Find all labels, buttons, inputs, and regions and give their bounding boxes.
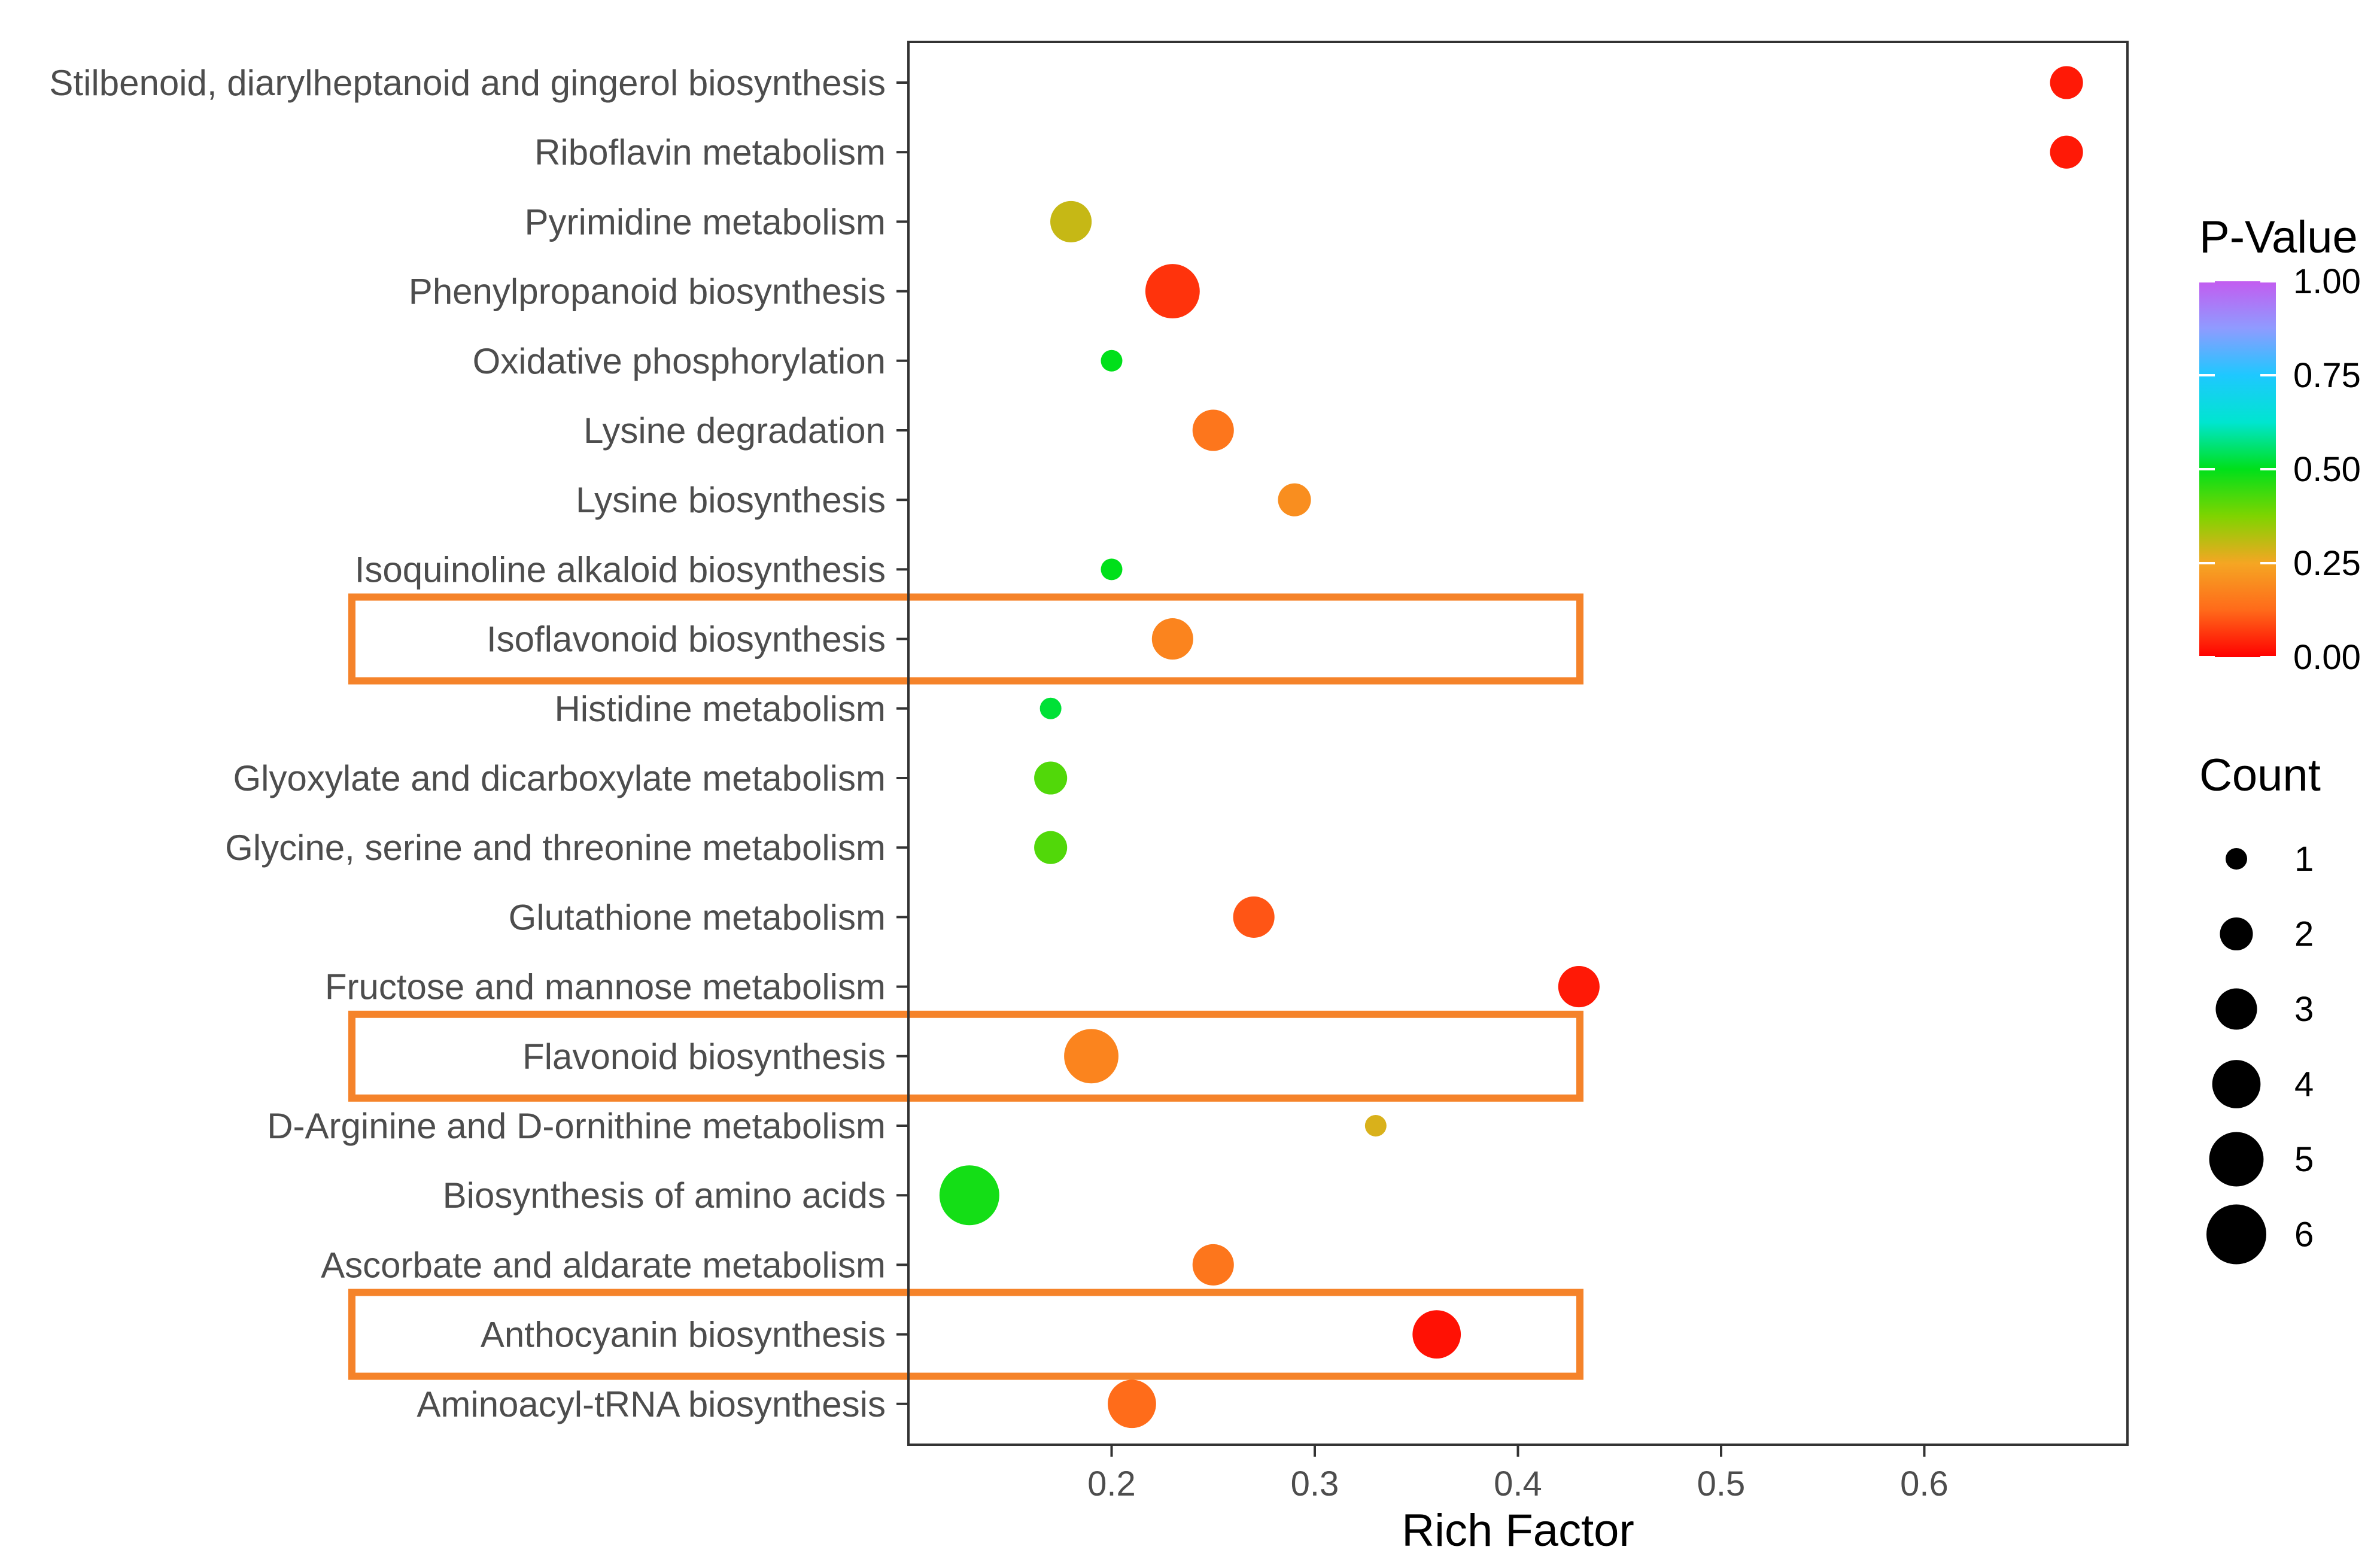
color-legend-title: P-Value — [2199, 212, 2358, 263]
y-category-label: Glycine, serine and threonine metabolism — [225, 828, 886, 868]
y-category-label: Oxidative phosphorylation — [473, 341, 886, 381]
data-point — [1108, 1379, 1156, 1429]
size-legend-dot — [2220, 917, 2253, 951]
y-category-label: Glyoxylate and dicarboxylate metabolism — [233, 758, 886, 798]
y-category-label: Pyrimidine metabolism — [524, 202, 886, 242]
data-point — [1145, 264, 1200, 319]
size-legend-dot — [2206, 1204, 2266, 1265]
data-point — [1151, 618, 1193, 660]
y-category-label: Histidine metabolism — [554, 689, 886, 729]
data-point — [1101, 350, 1123, 372]
y-category-label: Ascorbate and aldarate metabolism — [321, 1245, 886, 1285]
size-legend-dot — [2215, 988, 2257, 1030]
y-category-label: Phenylpropanoid biosynthesis — [409, 272, 886, 312]
data-point — [1039, 697, 1062, 719]
y-category-label: Biosynthesis of amino acids — [443, 1175, 886, 1215]
x-tick-label: 0.2 — [1087, 1464, 1136, 1503]
size-legend-label: 3 — [2294, 990, 2314, 1029]
y-category-label: Lysine biosynthesis — [576, 480, 886, 520]
color-legend-label: 0.50 — [2293, 450, 2361, 489]
data-point — [1412, 1310, 1461, 1359]
y-category-label: Fructose and mannose metabolism — [325, 967, 886, 1007]
size-legend-label: 6 — [2294, 1215, 2314, 1254]
color-legend-label: 0.25 — [2293, 544, 2361, 583]
y-category-label: Anthocyanin biosynthesis — [481, 1315, 886, 1355]
y-category-label: Stilbenoid, diarylheptanoid and gingerol… — [49, 63, 886, 103]
size-legend-title: Count — [2199, 750, 2321, 801]
highlight-box — [348, 593, 1583, 685]
color-legend-label: 0.75 — [2293, 356, 2361, 395]
size-legend-label: 2 — [2294, 915, 2314, 954]
y-category-label: Aminoacyl-tRNA biosynthesis — [417, 1384, 886, 1424]
data-point — [2050, 135, 2083, 169]
y-category-label: D-Arginine and D-ornithine metabolism — [267, 1106, 886, 1146]
data-point — [1364, 1115, 1387, 1136]
y-category-label: Lysine degradation — [583, 411, 886, 451]
x-tick-label: 0.3 — [1291, 1464, 1339, 1503]
y-category-label: Isoquinoline alkaloid biosynthesis — [355, 549, 886, 589]
size-legend-label: 1 — [2294, 840, 2314, 879]
size-legend-dot — [2209, 1132, 2264, 1187]
data-point — [1064, 1029, 1118, 1084]
y-category-label: Glutathione metabolism — [509, 897, 886, 937]
data-point — [1233, 896, 1275, 938]
data-point — [1192, 409, 1234, 451]
data-point — [1034, 831, 1068, 864]
data-point — [1558, 966, 1600, 1008]
data-point — [1101, 558, 1123, 581]
highlight-box — [348, 1010, 1583, 1102]
size-legend-label: 4 — [2294, 1065, 2314, 1104]
size-legend-label: 5 — [2294, 1140, 2314, 1179]
data-point — [939, 1165, 999, 1226]
y-category-label: Riboflavin metabolism — [534, 132, 886, 172]
data-point — [1050, 200, 1092, 242]
data-point — [1034, 761, 1068, 795]
size-legend-dot — [2226, 848, 2247, 870]
highlight-box — [348, 1289, 1583, 1380]
size-legend-dot — [2212, 1060, 2261, 1108]
x-tick-label: 0.5 — [1697, 1464, 1746, 1503]
y-category-label: Isoflavonoid biosynthesis — [487, 619, 886, 660]
data-point — [1278, 483, 1311, 516]
x-tick-label: 0.6 — [1900, 1464, 1949, 1503]
data-point — [1192, 1244, 1234, 1286]
plot-panel-border — [907, 41, 2129, 1446]
color-legend-label: 0.00 — [2293, 638, 2361, 677]
data-point — [2050, 66, 2083, 99]
y-category-label: Flavonoid biosynthesis — [522, 1037, 886, 1077]
x-tick-label: 0.4 — [1494, 1464, 1542, 1503]
color-legend-label: 1.00 — [2293, 262, 2361, 301]
x-axis-title: Rich Factor — [1402, 1505, 1634, 1556]
